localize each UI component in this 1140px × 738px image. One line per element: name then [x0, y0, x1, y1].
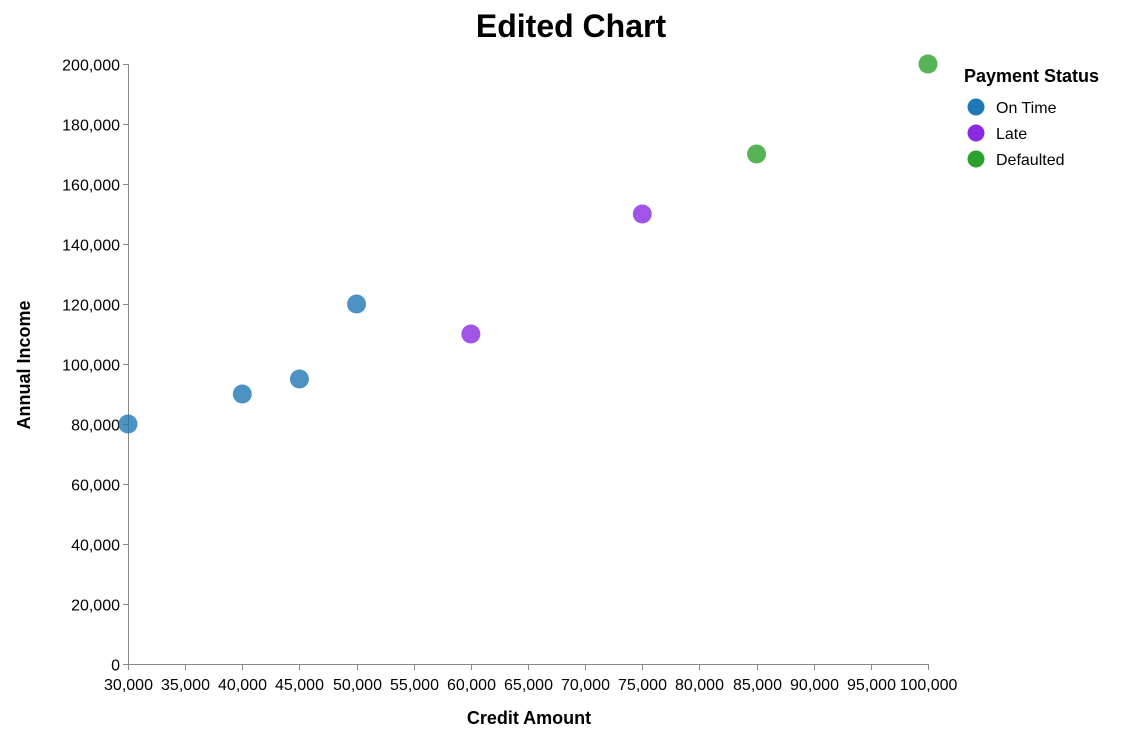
x-tick-label: 100,000 — [900, 677, 958, 694]
y-axis-title: Annual Income — [14, 300, 34, 429]
legend-swatch — [967, 124, 985, 142]
legend-swatch — [967, 98, 985, 116]
y-axis: 0 20,000 40,000 60,000 80,000 100,000 120,000 1… — [62, 58, 129, 675]
data-point — [632, 204, 652, 224]
y-tick-label: 80,000 — [71, 418, 120, 435]
y-tick-label: 60,000 — [71, 478, 120, 495]
legend-label: Late — [996, 126, 1027, 143]
data-points — [118, 54, 938, 434]
x-tick-label: 65,000 — [504, 677, 553, 694]
y-tick-label: 100,000 — [62, 358, 120, 375]
legend-title: Payment Status — [964, 66, 1099, 86]
y-tick-label: 40,000 — [71, 538, 120, 555]
data-point — [747, 144, 767, 164]
chart-title: Edited Chart — [476, 8, 667, 44]
y-tick-label: 180,000 — [62, 118, 120, 135]
data-point — [347, 294, 367, 314]
y-tick-label: 0 — [111, 658, 120, 675]
data-point — [232, 384, 252, 404]
y-tick-label: 20,000 — [71, 598, 120, 615]
x-tick-label: 30,000 — [104, 677, 153, 694]
x-tick-label: 40,000 — [218, 677, 267, 694]
data-point — [289, 369, 309, 389]
x-tick-label: 80,000 — [675, 677, 724, 694]
data-point — [461, 324, 481, 344]
x-tick-label: 50,000 — [333, 677, 382, 694]
x-tick-label: 85,000 — [733, 677, 782, 694]
x-tick-label: 55,000 — [390, 677, 439, 694]
x-tick-label: 35,000 — [161, 677, 210, 694]
x-tick-label: 70,000 — [561, 677, 610, 694]
y-tick-label: 200,000 — [62, 58, 120, 75]
legend-label: Defaulted — [996, 152, 1065, 169]
x-axis: 30,000 35,000 40,000 45,000 50,000 55,000 60,0… — [104, 664, 958, 694]
data-point — [918, 54, 938, 74]
x-tick-label: 95,000 — [847, 677, 896, 694]
legend: Payment Status On Time Late Defaulted — [964, 66, 1099, 169]
y-tick-label: 140,000 — [62, 238, 120, 255]
x-tick-label: 60,000 — [447, 677, 496, 694]
x-axis-title: Credit Amount — [467, 708, 591, 728]
legend-swatch — [967, 150, 985, 168]
y-tick-label: 120,000 — [62, 298, 120, 315]
x-tick-label: 75,000 — [618, 677, 667, 694]
data-point — [118, 414, 138, 434]
y-tick-label: 160,000 — [62, 178, 120, 195]
legend-entries: On Time Late Defaulted — [967, 98, 1065, 169]
x-tick-label: 45,000 — [275, 677, 324, 694]
x-tick-label: 90,000 — [790, 677, 839, 694]
legend-label: On Time — [996, 100, 1057, 117]
